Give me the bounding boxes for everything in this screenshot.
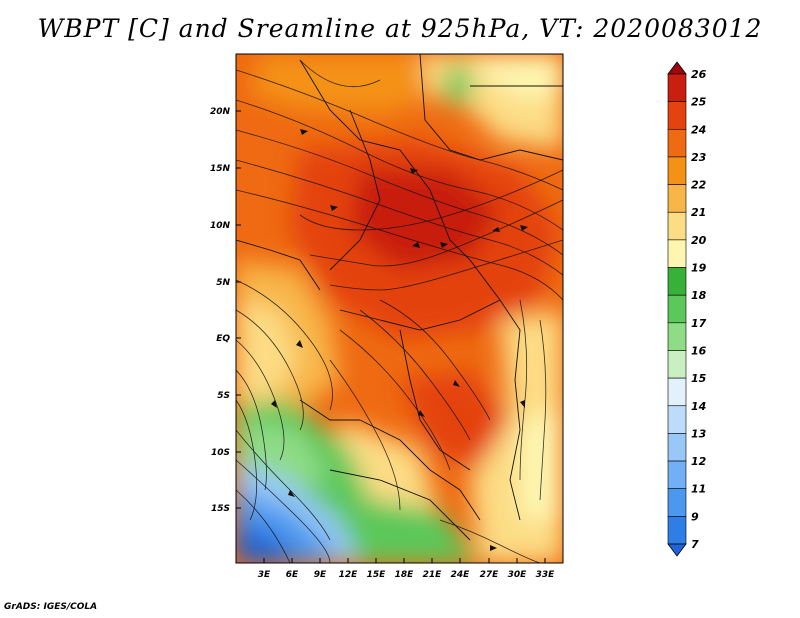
- colorbar-label: 26: [691, 68, 707, 81]
- colorbar-label: 16: [691, 344, 707, 357]
- colorbar-segment: [667, 267, 687, 296]
- colorbar-label: 22: [691, 179, 707, 192]
- colorbar-bottom-arrow: [667, 543, 687, 557]
- lon-label: 9E: [314, 570, 327, 580]
- colorbar-label: 13: [691, 427, 707, 440]
- colorbar-segment: [667, 377, 687, 407]
- colorbar-label: 15: [691, 372, 707, 385]
- lon-label: 24E: [451, 570, 471, 580]
- colorbar-label: 23: [691, 151, 707, 164]
- lon-label: 27E: [480, 570, 500, 580]
- lon-label: 3E: [258, 570, 271, 580]
- lon-label: 21E: [423, 570, 443, 580]
- colorbar-label: 21: [691, 206, 706, 219]
- colorbar-label: 9: [691, 510, 699, 523]
- colorbar-segment: [667, 156, 687, 185]
- lat-label: 5S: [217, 391, 230, 401]
- lat-label: 20N: [210, 107, 231, 117]
- colorbar-label: 17: [691, 317, 707, 330]
- longitude-axis: 3E 6E 9E 12E 15E 18E 21E 24E 27E 30E 33E: [258, 558, 555, 580]
- colorbar-segment: [667, 322, 687, 351]
- lon-label: 18E: [395, 570, 415, 580]
- lat-label: 10N: [210, 221, 231, 231]
- temperature-field: [236, 54, 563, 563]
- colorbar-label: 11: [691, 483, 706, 496]
- colorbar-segment: [667, 294, 687, 324]
- lat-label: 10S: [211, 448, 230, 458]
- colorbar-segment: [667, 405, 687, 434]
- lon-label: 33E: [536, 570, 556, 580]
- lat-label: 15S: [211, 504, 230, 514]
- country-borders: [236, 54, 563, 541]
- colorbar: 26 25 24 23 22 21 20 19 18 17 16 15 14 13 12 11 9 7: [667, 61, 707, 557]
- credit-text: GrADS: IGES/COLA: [4, 602, 98, 612]
- colorbar-segment: [667, 128, 687, 158]
- lat-label: 5N: [216, 278, 230, 288]
- lat-label: EQ: [216, 334, 230, 344]
- streamline-arrows: [271, 129, 528, 551]
- colorbar-label: 24: [691, 123, 706, 136]
- colorbar-label: 18: [691, 289, 707, 302]
- colorbar-segment: [667, 239, 687, 268]
- colorbar-label: 20: [691, 234, 707, 247]
- colorbar-segment: [667, 433, 687, 462]
- lon-label: 6E: [286, 570, 299, 580]
- colorbar-segment: [667, 460, 687, 490]
- colorbar-top-arrow: [667, 61, 687, 75]
- colorbar-segment: [667, 73, 687, 102]
- colorbar-label: 7: [691, 538, 699, 551]
- colorbar-segment: [667, 350, 687, 379]
- latitude-axis: 20N 15N 10N 5N EQ 5S 10S 15S: [210, 107, 241, 514]
- lat-label: 15N: [210, 164, 231, 174]
- colorbar-label: 12: [691, 455, 707, 468]
- lon-label: 30E: [508, 570, 528, 580]
- colorbar-segment: [667, 516, 687, 545]
- colorbar-segment: [667, 184, 687, 213]
- colorbar-label: 25: [691, 96, 707, 109]
- map-title: WBPT [C] and Sreamline at 925hPa, VT: 20…: [37, 14, 763, 43]
- colorbar-segment: [667, 101, 687, 130]
- colorbar-label: 14: [691, 400, 706, 413]
- colorbar-label: 19: [691, 262, 707, 275]
- lon-label: 15E: [367, 570, 387, 580]
- colorbar-segment: [667, 488, 687, 517]
- lon-label: 12E: [339, 570, 359, 580]
- colorbar-segment: [667, 211, 687, 241]
